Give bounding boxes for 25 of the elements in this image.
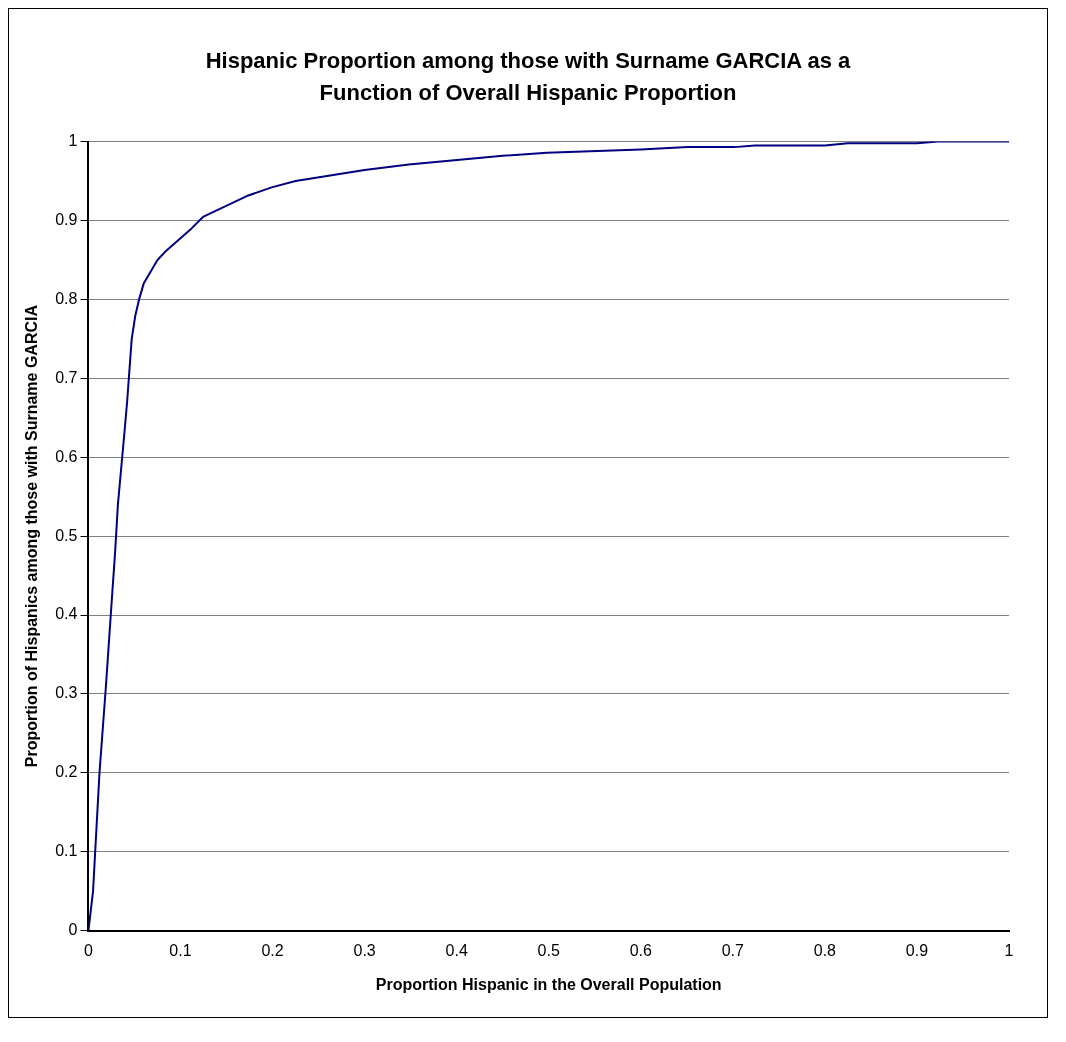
y-tick-label: 0.7	[55, 368, 78, 386]
y-tick-label: 1	[68, 132, 78, 150]
x-tick-label: 0.9	[905, 941, 929, 959]
y-tick-label: 0.3	[55, 684, 78, 702]
x-tick-label: 0.2	[261, 941, 284, 959]
chart-title: Hispanic Proportion among those with Surname GARCIA as a Function of Overall Hispanic Proportion	[204, 47, 852, 107]
y-tick-label: 0.5	[55, 526, 78, 544]
y-tick-label: 0.4	[55, 605, 78, 623]
x-tick-label: 0	[83, 941, 93, 959]
x-tick-label: 0.4	[445, 941, 468, 959]
x-tick-label: 0.7	[721, 941, 745, 959]
x-tick-label: 0.1	[169, 941, 192, 959]
y-tick-label: 0	[68, 921, 78, 939]
y-axis-title: Proportion of Hispanics among those with Surname GARCIA	[23, 304, 41, 768]
x-tick-label: 0.8	[813, 941, 837, 959]
x-tick-label: 1	[1004, 941, 1014, 959]
y-tick-label: 0.2	[55, 763, 78, 781]
y-tick-label: 0.1	[55, 842, 78, 860]
x-tick-label: 0.3	[353, 941, 376, 959]
x-axis-title: Proportion Hispanic in the Overall Population	[375, 975, 722, 993]
x-tick-label: 0.6	[629, 941, 652, 959]
y-tick-label: 0.9	[55, 210, 78, 228]
y-tick-label: 0.8	[55, 289, 78, 307]
x-tick-label: 0.5	[537, 941, 560, 959]
y-tick-label: 0.6	[55, 447, 78, 465]
